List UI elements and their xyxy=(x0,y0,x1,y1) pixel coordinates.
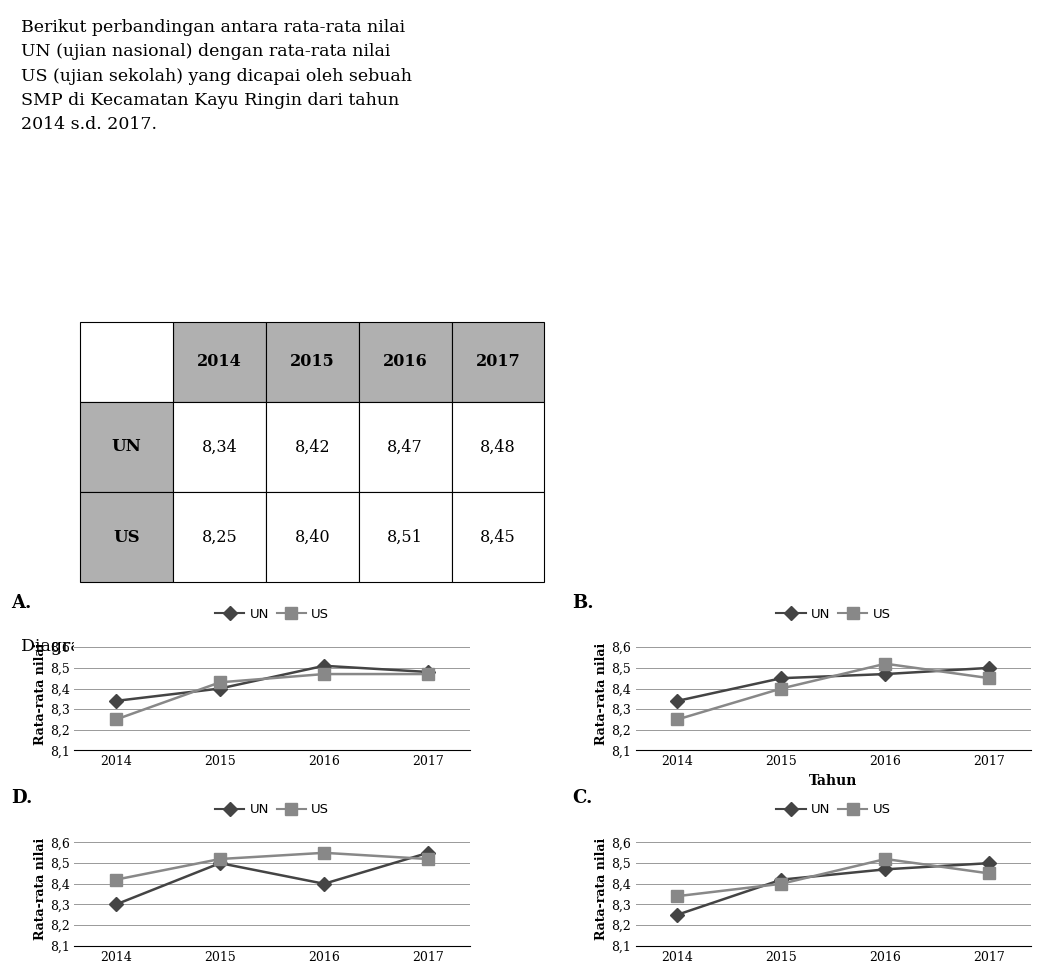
Text: 8,40: 8,40 xyxy=(294,529,330,546)
Text: US: US xyxy=(113,529,139,546)
Bar xyxy=(80,492,173,583)
Text: A.: A. xyxy=(11,593,32,612)
X-axis label: Tahun: Tahun xyxy=(809,774,858,787)
Text: Diagram yang tepat adalah . . . .: Diagram yang tepat adalah . . . . xyxy=(21,638,305,655)
Bar xyxy=(80,401,173,492)
Bar xyxy=(266,492,358,583)
Legend: UN, US: UN, US xyxy=(209,798,334,821)
Bar xyxy=(173,401,266,492)
Bar xyxy=(358,492,452,583)
Legend: UN, US: UN, US xyxy=(772,602,896,626)
Text: B.: B. xyxy=(573,593,594,612)
Text: 2014: 2014 xyxy=(197,353,241,371)
Legend: UN, US: UN, US xyxy=(209,602,334,626)
Text: Berikut perbandingan antara rata-rata nilai
UN (ujian nasional) dengan rata-rata: Berikut perbandingan antara rata-rata ni… xyxy=(21,19,412,133)
Y-axis label: Rata-rata nilai: Rata-rata nilai xyxy=(34,838,47,940)
Bar xyxy=(358,401,452,492)
Bar xyxy=(266,321,358,401)
Text: C.: C. xyxy=(573,789,593,807)
Y-axis label: Rata-rata nilai: Rata-rata nilai xyxy=(595,643,608,745)
Bar xyxy=(452,401,544,492)
Text: 2015: 2015 xyxy=(290,353,335,371)
Text: D.: D. xyxy=(11,789,33,807)
Bar xyxy=(452,492,544,583)
Text: 8,47: 8,47 xyxy=(387,438,423,455)
Bar xyxy=(266,401,358,492)
Bar xyxy=(358,321,452,401)
Text: 2017: 2017 xyxy=(475,353,521,371)
Bar xyxy=(452,321,544,401)
Text: 2016: 2016 xyxy=(383,353,427,371)
Bar xyxy=(173,492,266,583)
Text: 8,25: 8,25 xyxy=(201,529,237,546)
Bar xyxy=(173,321,266,401)
Text: 8,48: 8,48 xyxy=(480,438,516,455)
Text: 8,51: 8,51 xyxy=(387,529,423,546)
Text: 8,45: 8,45 xyxy=(480,529,516,546)
Y-axis label: Rata-rata nilai: Rata-rata nilai xyxy=(34,643,47,745)
Y-axis label: Rata-rata nilai: Rata-rata nilai xyxy=(595,838,608,940)
Text: 8,34: 8,34 xyxy=(201,438,237,455)
Bar xyxy=(80,321,173,401)
Text: 8,42: 8,42 xyxy=(294,438,330,455)
Text: UN: UN xyxy=(112,438,141,455)
Legend: UN, US: UN, US xyxy=(772,798,896,821)
